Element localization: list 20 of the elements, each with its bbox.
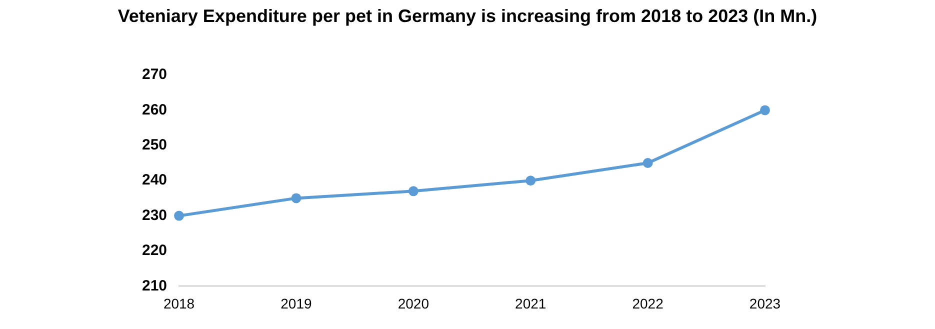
y-tick-label: 220: [142, 242, 168, 260]
x-tick-label: 2020: [398, 295, 430, 312]
point: [408, 186, 418, 196]
y-tick-label: 250: [142, 136, 168, 154]
x-tick-label: 2022: [632, 295, 664, 312]
x-tick-label: 2019: [280, 295, 312, 312]
point: [291, 193, 302, 204]
y-tick-label: 210: [142, 277, 168, 294]
y-tick-label: 240: [142, 172, 168, 189]
y-tick-label: 230: [142, 206, 168, 224]
y-tick-label: 270: [142, 66, 168, 84]
x-tick-label: 2023: [749, 295, 781, 312]
point: [174, 210, 184, 221]
chart-title: Veteniary Expenditure per pet in Germany is increasing from 2018 to 2023 (In Mn.): [116, 5, 818, 28]
point: [760, 105, 770, 116]
y-tick-label: 260: [142, 101, 168, 118]
x-tick-label: 2021: [515, 295, 546, 312]
point: [526, 176, 536, 186]
point: [642, 158, 653, 168]
x-tick-label: 2018: [163, 295, 195, 312]
